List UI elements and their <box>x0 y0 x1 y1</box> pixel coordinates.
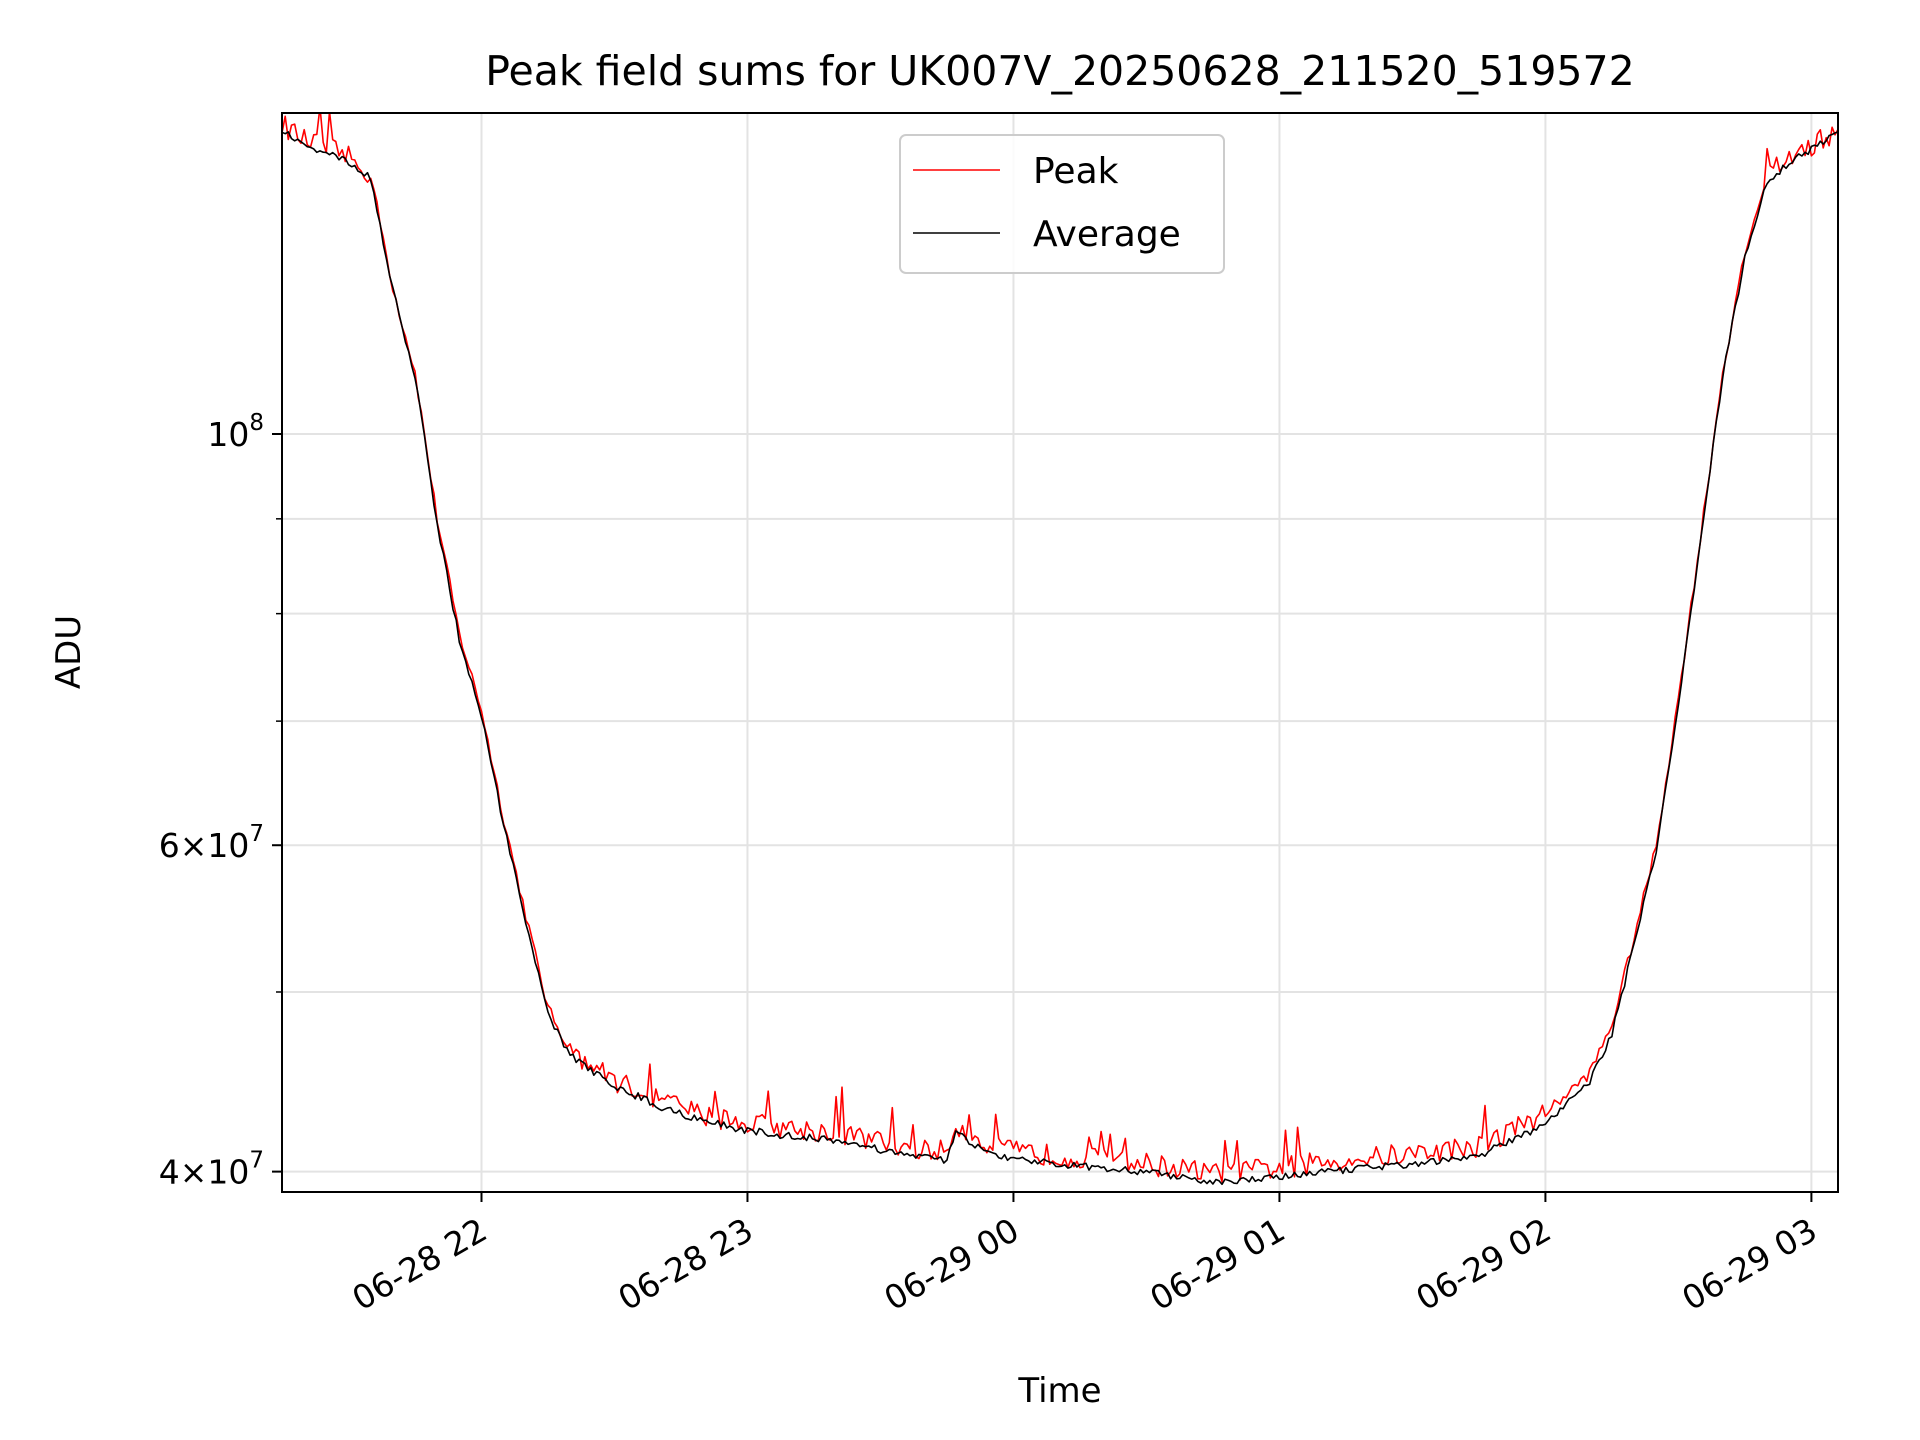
series-line-peak <box>282 113 1838 1183</box>
plot-frame <box>281 112 1839 1193</box>
x-axis-label: Time <box>1017 1371 1101 1411</box>
series-layer <box>282 113 1838 1186</box>
y-axis-label: ADU <box>49 615 89 689</box>
series-line-average <box>282 131 1838 1186</box>
y-tick-label: 4×107 <box>159 1148 264 1192</box>
grid <box>282 113 1838 1192</box>
legend: Peak Average <box>899 134 1225 274</box>
y-tick-label: 6×107 <box>159 821 264 865</box>
legend-average-label: Average <box>1033 214 1181 255</box>
chart-title: Peak field sums for UK007V_20250628_2115… <box>485 47 1634 95</box>
legend-peak-label: Peak <box>1033 151 1119 192</box>
y-axis: 4×107 6×107 108 <box>159 410 282 1192</box>
y-tick-label: 108 <box>207 410 264 454</box>
